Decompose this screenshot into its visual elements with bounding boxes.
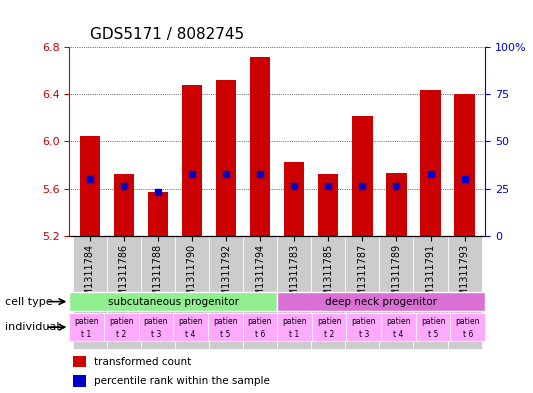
Bar bbox=[141, 236, 175, 349]
Bar bbox=[107, 236, 141, 349]
FancyBboxPatch shape bbox=[139, 313, 173, 341]
Text: transformed count: transformed count bbox=[94, 356, 191, 367]
FancyBboxPatch shape bbox=[346, 313, 381, 341]
Text: t 4: t 4 bbox=[185, 330, 196, 339]
FancyBboxPatch shape bbox=[243, 313, 277, 341]
Bar bbox=[74, 375, 86, 387]
Bar bbox=[386, 173, 407, 236]
Bar bbox=[345, 236, 379, 349]
Text: t 3: t 3 bbox=[151, 330, 161, 339]
Text: t 3: t 3 bbox=[359, 330, 369, 339]
Text: patien: patien bbox=[352, 317, 376, 326]
Bar bbox=[148, 192, 168, 236]
Text: patien: patien bbox=[282, 317, 306, 326]
Bar bbox=[72, 236, 107, 349]
Text: t 5: t 5 bbox=[220, 330, 230, 339]
Bar bbox=[209, 236, 243, 349]
Bar bbox=[311, 236, 345, 349]
Text: subcutaneous progenitor: subcutaneous progenitor bbox=[108, 297, 239, 307]
Bar bbox=[318, 174, 338, 236]
Text: patien: patien bbox=[213, 317, 237, 326]
Bar bbox=[352, 116, 373, 236]
Text: patien: patien bbox=[144, 317, 168, 326]
Bar bbox=[114, 174, 134, 236]
Bar bbox=[74, 356, 86, 367]
Text: t 6: t 6 bbox=[463, 330, 473, 339]
FancyBboxPatch shape bbox=[104, 313, 139, 341]
FancyBboxPatch shape bbox=[277, 292, 485, 311]
Text: t 5: t 5 bbox=[428, 330, 438, 339]
Bar bbox=[250, 57, 270, 236]
Text: patien: patien bbox=[75, 317, 99, 326]
Bar bbox=[243, 236, 277, 349]
FancyBboxPatch shape bbox=[173, 313, 208, 341]
Text: t 2: t 2 bbox=[116, 330, 126, 339]
Bar bbox=[216, 80, 236, 236]
Text: cell type: cell type bbox=[5, 297, 53, 307]
FancyBboxPatch shape bbox=[208, 313, 243, 341]
Bar bbox=[421, 90, 441, 236]
Text: patien: patien bbox=[456, 317, 480, 326]
Text: t 6: t 6 bbox=[255, 330, 265, 339]
FancyBboxPatch shape bbox=[450, 313, 485, 341]
Bar bbox=[182, 85, 202, 236]
Text: patien: patien bbox=[386, 317, 410, 326]
Bar bbox=[79, 136, 100, 236]
Bar bbox=[454, 94, 475, 236]
Text: GDS5171 / 8082745: GDS5171 / 8082745 bbox=[90, 27, 244, 42]
FancyBboxPatch shape bbox=[69, 292, 277, 311]
Bar bbox=[448, 236, 482, 349]
Text: patien: patien bbox=[109, 317, 133, 326]
FancyBboxPatch shape bbox=[416, 313, 450, 341]
Bar bbox=[284, 162, 304, 236]
FancyBboxPatch shape bbox=[381, 313, 416, 341]
Text: t 2: t 2 bbox=[324, 330, 334, 339]
Text: patien: patien bbox=[421, 317, 445, 326]
Text: individual: individual bbox=[5, 322, 60, 332]
Bar bbox=[277, 236, 311, 349]
Text: percentile rank within the sample: percentile rank within the sample bbox=[94, 376, 270, 386]
Text: deep neck progenitor: deep neck progenitor bbox=[325, 297, 437, 307]
FancyBboxPatch shape bbox=[69, 313, 104, 341]
Bar bbox=[175, 236, 209, 349]
Text: t 1: t 1 bbox=[289, 330, 300, 339]
Bar bbox=[414, 236, 448, 349]
Text: patien: patien bbox=[248, 317, 272, 326]
Text: t 1: t 1 bbox=[82, 330, 92, 339]
FancyBboxPatch shape bbox=[277, 313, 312, 341]
Bar bbox=[379, 236, 414, 349]
Text: t 4: t 4 bbox=[393, 330, 403, 339]
Text: patien: patien bbox=[317, 317, 341, 326]
Text: patien: patien bbox=[179, 317, 203, 326]
FancyBboxPatch shape bbox=[312, 313, 346, 341]
